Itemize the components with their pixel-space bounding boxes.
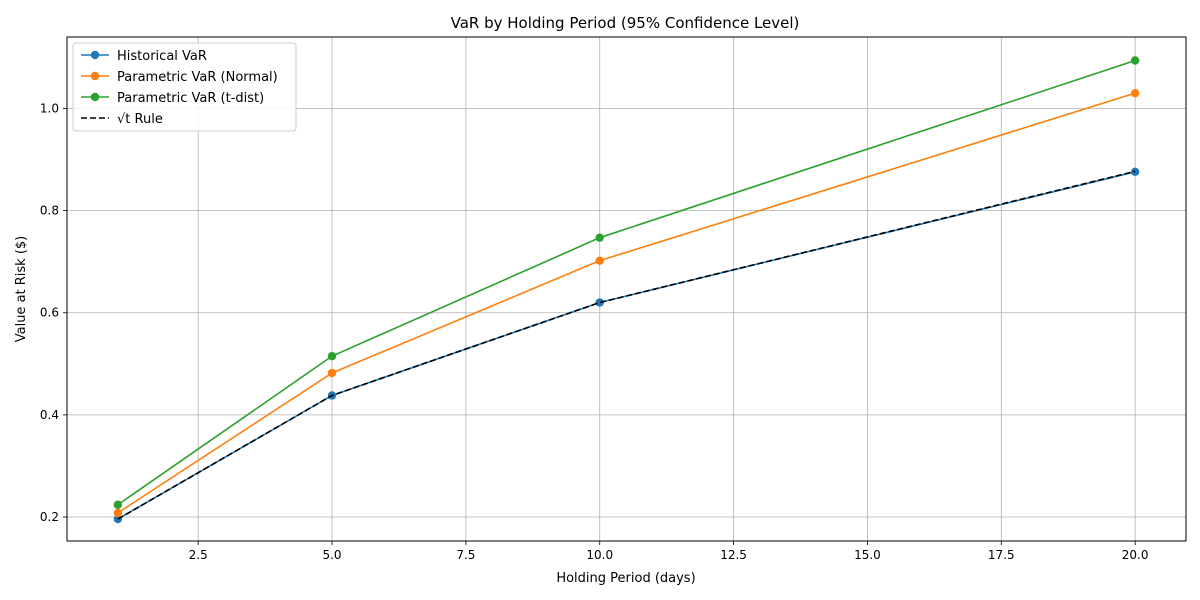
y-tick-label: 1.0 bbox=[40, 101, 59, 115]
series-parametric-var-t-dist-point bbox=[1130, 56, 1140, 65]
x-tick-label: 5.0 bbox=[322, 548, 341, 562]
y-tick-label: 0.8 bbox=[40, 204, 59, 218]
legend-label: Historical VaR bbox=[117, 49, 207, 64]
x-tick-label: 12.5 bbox=[720, 548, 747, 562]
tick-layer: 2.5 5.0 7.5 10.0 12.5 15.0 17.5 20.0 0.2 0.4 0.6 0.… bbox=[40, 101, 1149, 562]
y-tick-label: 0.4 bbox=[40, 408, 59, 422]
series-parametric-var-normal-line bbox=[117, 92, 1136, 514]
y-tick-label: 0.2 bbox=[40, 510, 59, 524]
legend-label: Parametric VaR (t-dist) bbox=[117, 91, 264, 106]
x-tick-label: 17.5 bbox=[988, 548, 1015, 562]
x-tick-label: 20.0 bbox=[1122, 548, 1149, 562]
legend-swatch-marker bbox=[90, 50, 100, 60]
x-tick-label: 15.0 bbox=[854, 548, 881, 562]
series-parametric-var-t-dist-point bbox=[327, 351, 337, 361]
series-parametric-var-t-dist-point bbox=[595, 233, 604, 242]
x-tick-label: 7.5 bbox=[456, 548, 475, 562]
series-parametric-var-normal-point bbox=[113, 508, 123, 518]
y-tick-label: 0.6 bbox=[40, 306, 59, 320]
y-axis-label: Value at Risk ($) bbox=[14, 236, 29, 343]
series-historical-var-point bbox=[595, 298, 604, 307]
series-parametric-var-t-dist-point bbox=[113, 500, 123, 509]
chart-title: VaR by Holding Period (95% Confidence Le… bbox=[451, 14, 800, 32]
series-parametric-var-normal-point bbox=[1130, 88, 1140, 98]
series-parametric-var-t-dist-line bbox=[117, 59, 1136, 506]
series-parametric-var-normal-point bbox=[327, 368, 337, 378]
legend: Historical VaR Parametric VaR (Normal) Par… bbox=[72, 42, 297, 132]
series-historical-var-line bbox=[117, 171, 1136, 520]
x-axis-label: Holding Period (days) bbox=[556, 571, 695, 586]
x-tick-label: 10.0 bbox=[586, 548, 613, 562]
legend-label: √t Rule bbox=[117, 112, 163, 127]
legend-swatch-marker bbox=[90, 92, 100, 102]
plot-frame bbox=[66, 36, 1187, 542]
legend-swatch-marker bbox=[90, 71, 100, 81]
x-tick-label: 2.5 bbox=[189, 548, 208, 562]
grid-layer bbox=[67, 37, 1186, 541]
series-t-rule-line bbox=[117, 170, 1136, 520]
legend-box bbox=[72, 42, 297, 132]
series-parametric-var-normal-point bbox=[595, 256, 604, 265]
legend-label: Parametric VaR (Normal) bbox=[117, 70, 278, 85]
series-layer bbox=[113, 56, 1140, 524]
